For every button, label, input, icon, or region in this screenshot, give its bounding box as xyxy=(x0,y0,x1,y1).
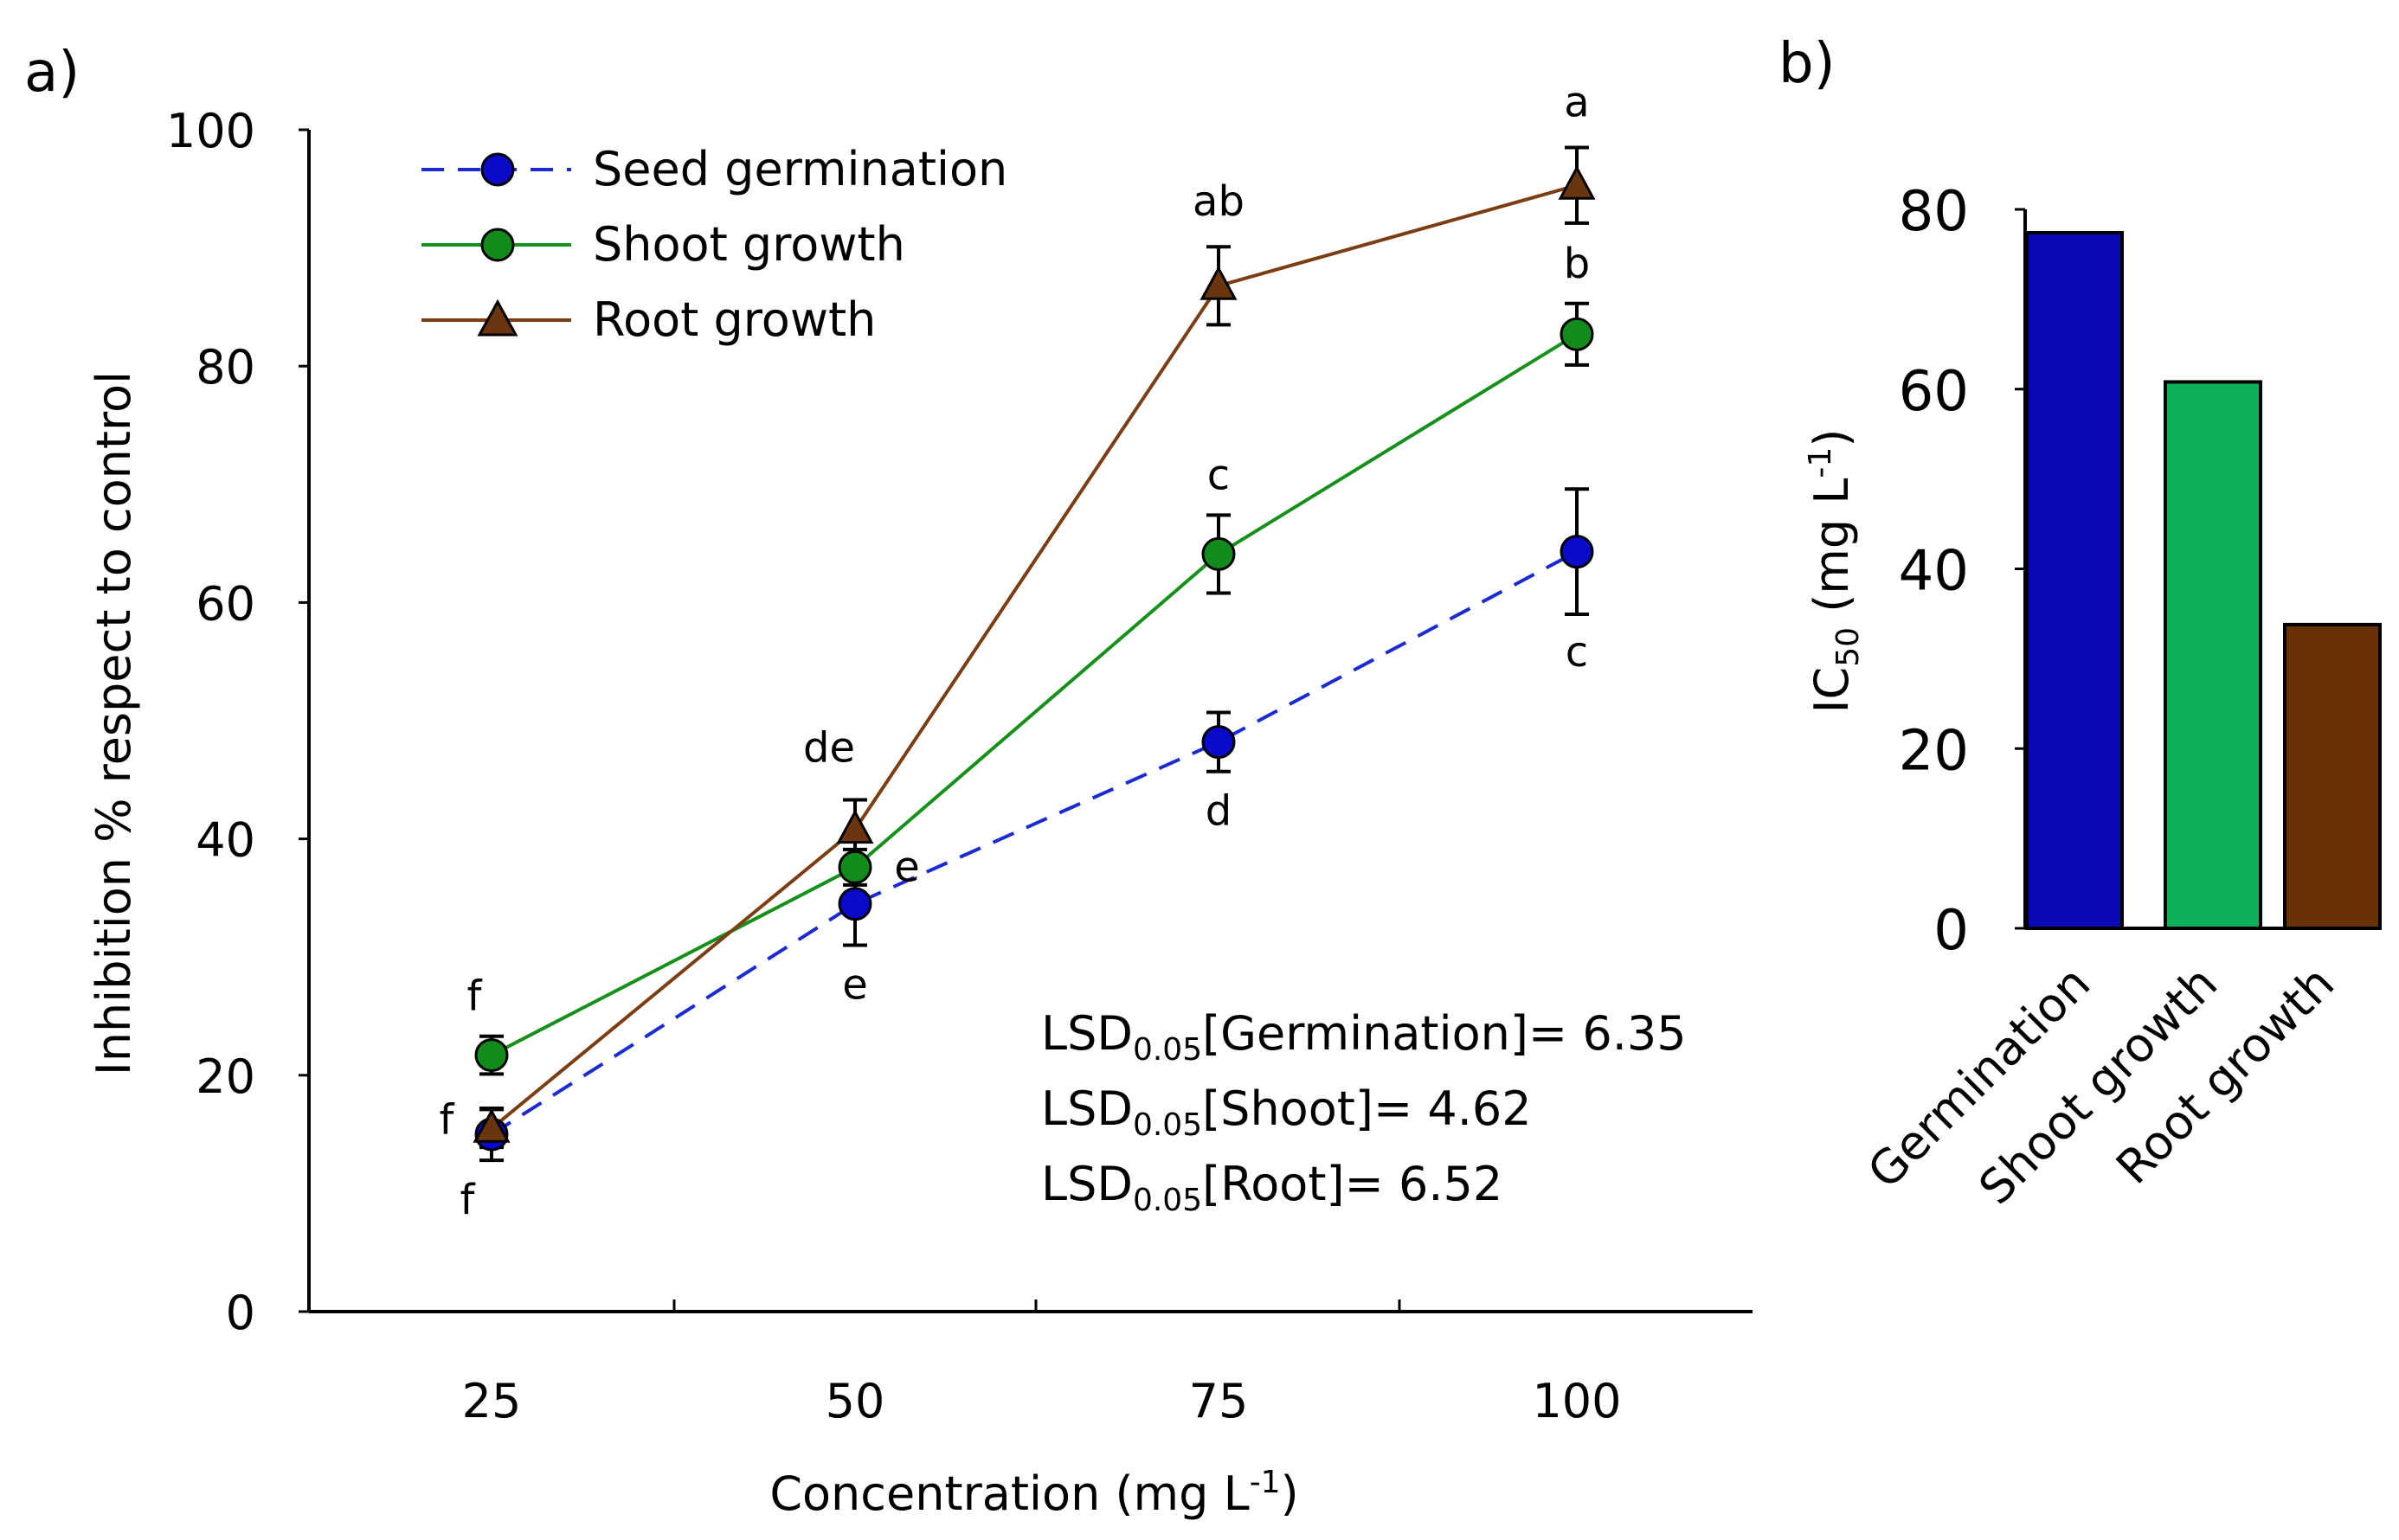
sig-letter-shoot-growth-75: c xyxy=(1207,451,1230,499)
marker-shoot-growth-25 xyxy=(474,1038,509,1073)
legend-item-seed-germination: Seed germination xyxy=(421,142,1007,196)
sig-letter-shoot-growth-50: e xyxy=(894,843,920,891)
legend: Seed germination Shoot growth Root growt… xyxy=(421,142,1007,347)
legend-label-root-growth: Root growth xyxy=(593,292,876,347)
bar-germination xyxy=(2025,231,2124,930)
y-tick-label-80: 80 xyxy=(196,340,255,395)
sig-letter-root-growth-75: ab xyxy=(1193,177,1245,226)
x-tick-label-100: 100 xyxy=(1532,1374,1621,1428)
series-line-seed-germination xyxy=(490,549,1578,1136)
series-line-root-growth xyxy=(490,183,1578,1130)
b-y-tick-label-20: 20 xyxy=(1899,719,1969,783)
marker-seed-germination-50 xyxy=(838,887,872,921)
legend-item-root-growth: Root growth xyxy=(421,292,876,347)
marker-seed-germination-75 xyxy=(1201,725,1236,760)
sig-letter-seed-germination-25: f xyxy=(460,1176,476,1224)
lsd-germination: LSD0.05[Germination]= 6.35 xyxy=(1041,1006,1687,1068)
sig-letter-seed-germination-50: e xyxy=(842,961,868,1010)
legend-marker-root-growth xyxy=(477,298,518,337)
lsd-shoot: LSD0.05[Shoot]= 4.62 xyxy=(1041,1081,1532,1143)
sig-letter-seed-germination-100: c xyxy=(1566,628,1588,677)
marker-seed-germination-100 xyxy=(1560,535,1594,569)
b-y-axis-title: IC50 (mg L-1) xyxy=(1803,429,1866,714)
x-ticks: 25 50 75 100 xyxy=(462,1299,1622,1428)
y-tick-label-0: 0 xyxy=(226,1286,255,1340)
sig-letter-root-growth-50: de xyxy=(803,724,855,773)
marker-root-growth-75 xyxy=(1200,266,1238,300)
marker-shoot-growth-100 xyxy=(1560,317,1594,351)
sig-letter-seed-germination-75: d xyxy=(1206,787,1232,836)
sig-letter-root-growth-100: a xyxy=(1564,78,1589,126)
panel-a-label: a) xyxy=(24,41,80,105)
b-y-tick-label-40: 40 xyxy=(1899,540,1969,604)
marker-root-growth-100 xyxy=(1558,165,1596,200)
category-label-germination: Germination xyxy=(1857,956,2100,1199)
x-axis-title: Concentration (mg L-1) xyxy=(769,1465,1298,1521)
panel-a-axes xyxy=(307,130,1753,1313)
marker-shoot-growth-75 xyxy=(1201,536,1236,571)
lsd-annotations: LSD0.05[Germination]= 6.35 LSD0.05[Shoot… xyxy=(1041,1006,1687,1218)
y-tick-label-40: 40 xyxy=(196,813,255,868)
y-axis-title: Inhibition % respect to control xyxy=(87,371,141,1075)
x-tick-label-25: 25 xyxy=(462,1374,522,1428)
significance-letters: f e d c f e c b f de ab a xyxy=(440,78,1591,1224)
y-tick-label-60: 60 xyxy=(196,576,255,631)
x-tick-label-50: 50 xyxy=(826,1374,885,1428)
y-ticks: 0 20 40 60 80 100 xyxy=(166,104,309,1340)
b-y-tick-label-60: 60 xyxy=(1899,360,1969,424)
sig-letter-root-growth-25: f xyxy=(440,1095,455,1144)
series-line-shoot-growth xyxy=(491,332,1579,1057)
panel-a: a) 0 20 40 60 80 100 25 50 75 100 f e d c f e c b f de ab a… xyxy=(24,41,1753,1521)
legend-item-shoot-growth: Shoot growth xyxy=(421,217,905,272)
bar-shoot-growth xyxy=(2164,380,2262,930)
series-lines xyxy=(490,183,1579,1136)
y-tick-label-20: 20 xyxy=(196,1049,255,1104)
y-tick-label-100: 100 xyxy=(166,104,255,158)
legend-marker-seed-germination xyxy=(480,152,515,187)
lsd-root: LSD0.05[Root]= 6.52 xyxy=(1041,1157,1502,1218)
b-y-tick-label-80: 80 xyxy=(1899,180,1969,244)
legend-marker-shoot-growth xyxy=(480,228,515,262)
sig-letter-shoot-growth-100: b xyxy=(1564,240,1590,288)
panel-b-label: b) xyxy=(1778,32,1836,96)
b-y-ticks: 0 20 40 60 80 xyxy=(1899,180,2025,963)
marker-root-growth-50 xyxy=(836,809,874,844)
marker-shoot-growth-50 xyxy=(838,850,872,884)
legend-label-shoot-growth: Shoot growth xyxy=(593,217,905,272)
b-y-tick-label-0: 0 xyxy=(1933,899,1969,963)
series-markers xyxy=(473,165,1596,1152)
sig-letter-shoot-growth-25: f xyxy=(467,972,483,1021)
bar-root-growth xyxy=(2283,622,2382,931)
legend-label-seed-germination: Seed germination xyxy=(593,142,1007,196)
x-tick-label-75: 75 xyxy=(1189,1374,1249,1428)
marker-root-growth-25 xyxy=(473,1108,511,1143)
bars xyxy=(2025,231,2382,931)
